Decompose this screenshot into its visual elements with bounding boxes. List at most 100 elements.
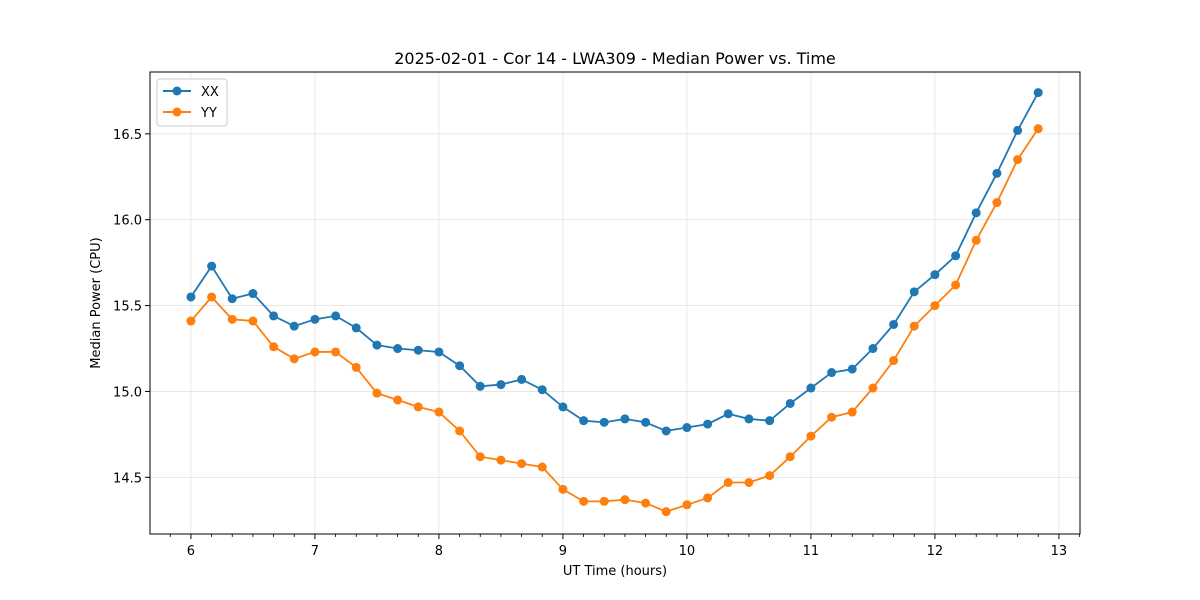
data-point-yy (227, 314, 237, 324)
data-point-yy (1013, 155, 1023, 165)
data-point-xx (703, 419, 713, 429)
data-point-xx (992, 168, 1002, 178)
legend-marker-xx (172, 86, 182, 96)
data-point-xx (413, 345, 423, 355)
x-tick-label: 10 (679, 544, 696, 559)
data-point-xx (971, 208, 981, 218)
data-point-xx (310, 314, 320, 324)
data-point-yy (765, 471, 775, 481)
data-point-yy (413, 402, 423, 412)
data-point-yy (806, 431, 816, 441)
data-point-xx (558, 402, 568, 412)
data-point-yy (599, 496, 609, 506)
y-tick-label: 15.5 (113, 300, 142, 315)
data-point-xx (1013, 125, 1023, 135)
legend-label-yy: YY (200, 106, 217, 121)
chart-title: 2025-02-01 - Cor 14 - LWA309 - Median Po… (394, 49, 836, 68)
data-point-yy (455, 426, 465, 436)
data-point-xx (744, 414, 754, 424)
data-point-xx (186, 292, 196, 302)
data-point-yy (744, 477, 754, 487)
data-point-xx (909, 287, 919, 297)
data-point-yy (186, 316, 196, 326)
data-point-yy (289, 354, 299, 364)
data-point-yy (558, 484, 568, 494)
legend-label-xx: XX (201, 85, 219, 100)
data-point-yy (434, 407, 444, 417)
data-point-xx (269, 311, 279, 321)
data-point-xx (351, 323, 361, 333)
y-tick-label: 16.0 (113, 214, 142, 229)
data-point-xx (393, 344, 403, 354)
data-point-yy (971, 235, 981, 245)
data-point-xx (930, 270, 940, 280)
data-point-yy (351, 362, 361, 372)
data-point-xx (889, 319, 899, 329)
data-point-xx (827, 368, 837, 378)
data-point-xx (951, 251, 961, 261)
data-point-yy (951, 280, 961, 290)
x-tick-label: 12 (927, 544, 944, 559)
y-axis-label: Median Power (CPU) (89, 237, 104, 368)
data-point-xx (641, 417, 651, 427)
data-point-yy (909, 321, 919, 331)
data-point-yy (723, 477, 733, 487)
data-point-yy (641, 498, 651, 508)
data-point-xx (620, 414, 630, 424)
data-point-xx (765, 416, 775, 426)
data-point-yy (331, 347, 341, 357)
grid (150, 72, 1080, 534)
data-point-xx (517, 374, 527, 384)
y-tick-label: 14.5 (113, 471, 142, 486)
x-axis-label: UT Time (hours) (563, 564, 667, 579)
y-tick-label: 16.5 (113, 128, 142, 143)
data-point-yy (248, 316, 258, 326)
data-point-yy (661, 507, 671, 517)
data-point-yy (868, 383, 878, 393)
data-point-xx (868, 344, 878, 354)
data-point-xx (496, 380, 506, 390)
data-point-xx (806, 383, 816, 393)
data-point-yy (579, 496, 589, 506)
plot-frame (149, 71, 1081, 535)
data-point-yy (475, 452, 485, 462)
data-point-xx (434, 347, 444, 357)
legend: XX YY (156, 78, 228, 127)
x-tick-label: 8 (435, 544, 443, 559)
data-point-xx (785, 398, 795, 408)
data-point-xx (661, 426, 671, 436)
data-point-xx (599, 417, 609, 427)
data-point-xx (289, 321, 299, 331)
data-point-yy (269, 342, 279, 352)
data-point-xx (1033, 88, 1043, 98)
data-point-yy (537, 462, 547, 472)
data-point-xx (579, 416, 589, 426)
data-point-yy (1033, 124, 1043, 134)
data-point-xx (455, 361, 465, 371)
data-point-xx (227, 294, 237, 304)
data-point-xx (682, 423, 692, 433)
x-tick-label: 11 (803, 544, 820, 559)
data-point-yy (620, 495, 630, 505)
data-point-yy (496, 455, 506, 465)
legend-marker-yy (172, 107, 182, 117)
x-tick-label: 9 (559, 544, 567, 559)
data-point-yy (372, 388, 382, 398)
data-point-yy (393, 395, 403, 405)
data-point-xx (372, 340, 382, 350)
x-tick-label: 6 (187, 544, 195, 559)
data-point-yy (847, 407, 857, 417)
x-tick-label: 7 (311, 544, 319, 559)
y-tick-label: 15.0 (113, 385, 142, 400)
data-point-yy (703, 493, 713, 503)
x-tick-label: 13 (1051, 544, 1068, 559)
data-point-xx (475, 381, 485, 391)
data-point-yy (517, 459, 527, 469)
data-point-yy (992, 198, 1002, 208)
data-point-yy (310, 347, 320, 357)
data-point-yy (682, 500, 692, 510)
data-point-yy (207, 292, 217, 302)
data-point-yy (785, 452, 795, 462)
data-point-xx (537, 385, 547, 395)
